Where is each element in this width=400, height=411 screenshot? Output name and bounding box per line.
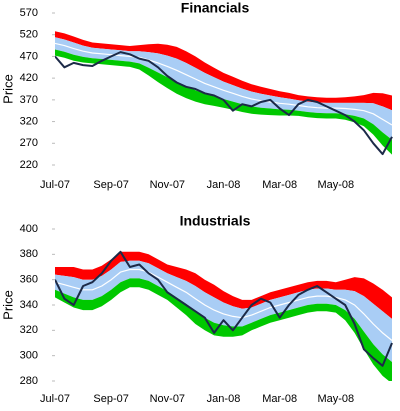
- y-axis-label: Price: [0, 290, 15, 320]
- band-area: [55, 49, 392, 155]
- y-tick-label: 370: [20, 94, 38, 106]
- x-tick-label: Jul-07: [40, 393, 70, 405]
- y-tick-label: 420: [20, 72, 38, 84]
- y-tick-label: 520: [20, 29, 38, 41]
- y-tick-label: 320: [20, 115, 38, 127]
- x-tick-label: Jan-08: [207, 179, 241, 191]
- x-tick-label: Sep-07: [93, 393, 128, 405]
- x-tick-label: May-08: [317, 393, 354, 405]
- y-tick-label: 320: [20, 324, 38, 336]
- y-tick-label: 570: [20, 7, 38, 19]
- y-tick-label: 220: [20, 159, 38, 171]
- y-tick-label: 380: [20, 248, 38, 260]
- plot-area: [55, 31, 393, 156]
- price-line: [55, 51, 393, 156]
- plot-area: [55, 250, 393, 381]
- x-tick-label: May-08: [317, 179, 354, 191]
- chart-title: Financials: [181, 0, 250, 16]
- y-tick-label: 360: [20, 274, 38, 286]
- y-axis-label: Price: [0, 74, 15, 104]
- x-tick-label: Jan-08: [207, 393, 241, 405]
- y-tick-label: 470: [20, 50, 38, 62]
- x-tick-label: Sep-07: [93, 179, 128, 191]
- y-tick-label: 270: [20, 137, 38, 149]
- x-tick-label: Mar-08: [262, 393, 297, 405]
- price-line: [55, 250, 393, 367]
- chart-title: Industrials: [180, 213, 251, 229]
- x-tick-label: Nov-07: [150, 179, 185, 191]
- y-tick-label: 340: [20, 299, 38, 311]
- y-tick-label: 280: [20, 375, 38, 387]
- y-tick-label: 400: [20, 223, 38, 235]
- x-tick-label: Jul-07: [40, 179, 70, 191]
- band-area: [55, 31, 392, 111]
- average-line: [55, 42, 393, 126]
- band-area: [55, 278, 392, 381]
- band-area: [55, 37, 392, 140]
- average-line: [55, 268, 393, 341]
- band-area: [55, 251, 392, 319]
- band-area: [55, 260, 392, 362]
- x-tick-label: Mar-08: [262, 179, 297, 191]
- y-tick-label: 300: [20, 350, 38, 362]
- x-tick-label: Nov-07: [150, 393, 185, 405]
